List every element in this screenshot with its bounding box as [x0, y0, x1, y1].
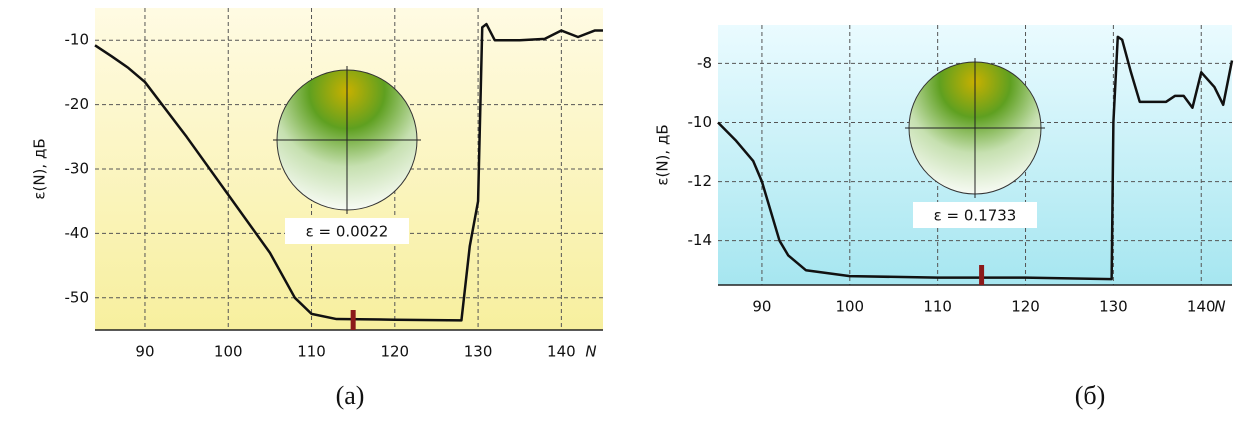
y-tick-label: -50 — [65, 288, 90, 306]
x-tick-label: 110 — [923, 298, 952, 316]
x-tick-label: 120 — [380, 343, 409, 361]
annotation-box — [285, 218, 409, 244]
x-tick-label: 140 — [547, 343, 576, 361]
y-tick-label: -14 — [688, 231, 713, 249]
panel-b: 90 100 110 120 130 140 -14 -12 -10 -8 Nε(N), дБ ε =… — [654, 25, 1234, 410]
caption: (б) — [1075, 381, 1106, 410]
x-axis-label: N — [585, 343, 596, 361]
marker — [979, 265, 985, 285]
x-tick-label: 100 — [214, 343, 243, 361]
y-tick-label: -30 — [65, 160, 90, 178]
y-axis-label: ε(N), дБ — [31, 138, 49, 199]
panel-a: 90 100 110 120 130 140 -50 -40 -30 -20 -10 Nε(N), д… — [31, 8, 603, 410]
caption: (a) — [336, 381, 365, 410]
x-tick-label: 130 — [464, 343, 493, 361]
data-line — [94, 22, 603, 322]
x-tick-label: 140 — [1187, 298, 1216, 316]
data-line — [717, 35, 1234, 281]
x-axis-label: N — [1214, 298, 1225, 316]
y-tick-label: -40 — [65, 224, 90, 242]
annotation: ε = 0.0022 — [306, 223, 389, 241]
x-tick-label: 130 — [1099, 298, 1128, 316]
y-tick-label: -10 — [65, 31, 90, 49]
x-tick-label: 90 — [752, 298, 771, 316]
y-tick-label: -20 — [65, 95, 90, 113]
y-tick-label: -12 — [688, 172, 713, 190]
x-tick-label: 120 — [1011, 298, 1040, 316]
annotation: ε = 0.1733 — [934, 207, 1017, 225]
y-tick-label: -10 — [688, 113, 713, 131]
y-tick-label: -8 — [697, 54, 712, 72]
x-tick-label: 90 — [135, 343, 154, 361]
y-axis-label: ε(N), дБ — [654, 124, 672, 185]
x-tick-label: 110 — [297, 343, 326, 361]
x-tick-label: 100 — [835, 298, 864, 316]
annotation-box — [913, 202, 1037, 228]
marker — [350, 310, 356, 330]
